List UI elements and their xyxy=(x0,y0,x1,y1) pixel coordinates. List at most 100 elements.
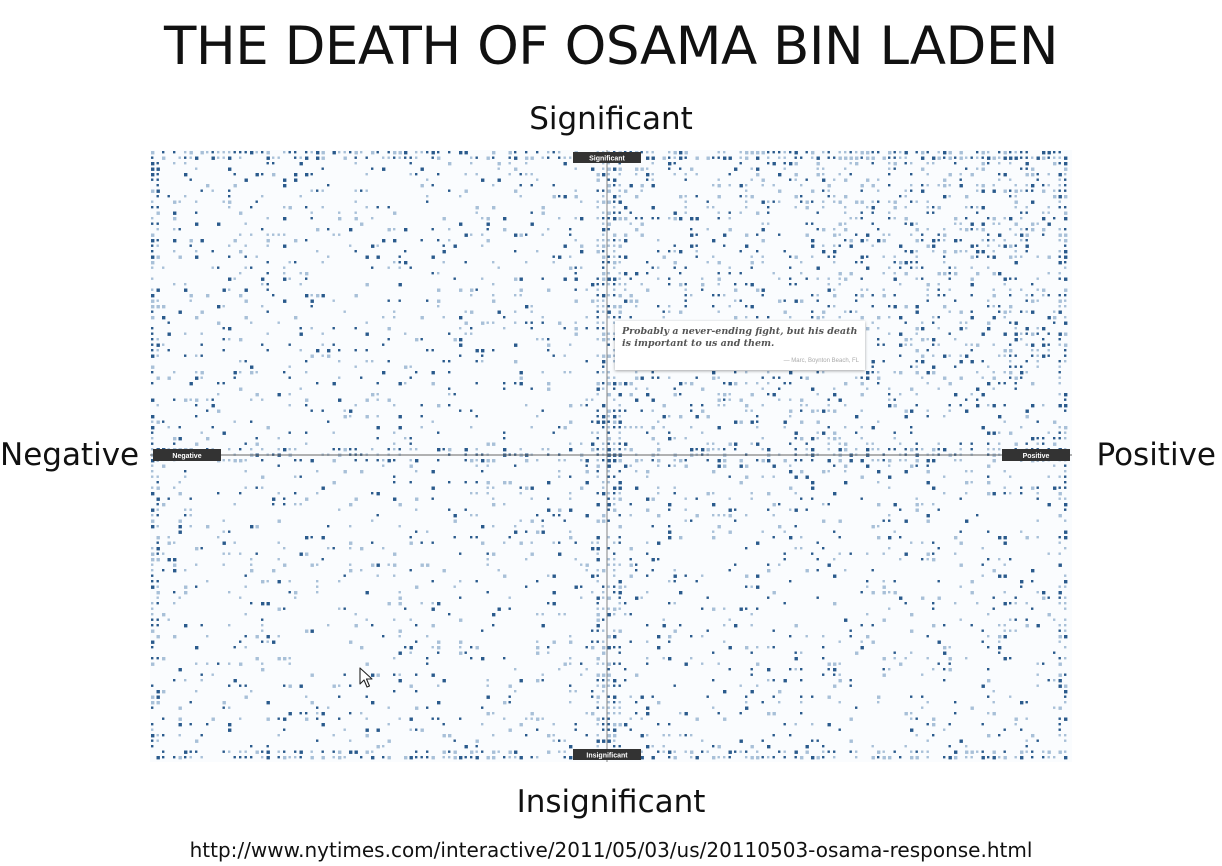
response-dot[interactable] xyxy=(959,327,963,331)
response-dot[interactable] xyxy=(904,712,908,716)
response-dot[interactable] xyxy=(459,640,463,644)
response-dot[interactable] xyxy=(470,750,474,754)
response-dot[interactable] xyxy=(470,492,473,495)
response-dot[interactable] xyxy=(855,299,858,302)
response-dot[interactable] xyxy=(871,151,874,154)
response-dot[interactable] xyxy=(1064,734,1067,737)
response-dot[interactable] xyxy=(613,321,616,324)
response-dot[interactable] xyxy=(728,442,732,446)
response-dot[interactable] xyxy=(431,580,434,583)
response-dot[interactable] xyxy=(228,189,231,192)
response-dot[interactable] xyxy=(442,448,445,451)
response-dot[interactable] xyxy=(893,217,896,220)
response-dot[interactable] xyxy=(415,624,418,627)
response-dot[interactable] xyxy=(1031,750,1034,753)
response-dot[interactable] xyxy=(591,695,594,698)
response-dot[interactable] xyxy=(596,420,600,424)
response-dot[interactable] xyxy=(805,448,808,451)
response-dot[interactable] xyxy=(448,228,451,231)
response-dot[interactable] xyxy=(970,173,974,177)
response-dot[interactable] xyxy=(613,723,617,727)
response-dot[interactable] xyxy=(778,690,782,694)
response-dot[interactable] xyxy=(981,239,984,242)
response-dot[interactable] xyxy=(266,151,270,155)
response-dot[interactable] xyxy=(321,354,324,357)
response-dot[interactable] xyxy=(970,277,974,281)
response-dot[interactable] xyxy=(849,739,853,743)
response-dot[interactable] xyxy=(1053,706,1056,709)
response-dot[interactable] xyxy=(987,244,990,247)
response-dot[interactable] xyxy=(338,360,341,363)
response-dot[interactable] xyxy=(789,415,792,418)
response-dot[interactable] xyxy=(1031,294,1034,297)
response-dot[interactable] xyxy=(893,261,896,264)
response-dot[interactable] xyxy=(492,206,496,210)
response-dot[interactable] xyxy=(613,195,617,199)
response-dot[interactable] xyxy=(976,272,980,276)
response-dot[interactable] xyxy=(1047,151,1051,155)
response-dot[interactable] xyxy=(998,354,1001,357)
response-dot[interactable] xyxy=(750,178,753,181)
response-dot[interactable] xyxy=(998,156,1001,159)
response-dot[interactable] xyxy=(668,250,671,253)
response-dot[interactable] xyxy=(613,382,617,386)
response-dot[interactable] xyxy=(965,250,968,253)
response-dot[interactable] xyxy=(756,442,760,446)
response-dot[interactable] xyxy=(596,206,599,209)
response-dot[interactable] xyxy=(167,536,170,539)
response-dot[interactable] xyxy=(200,189,203,192)
response-dot[interactable] xyxy=(464,756,467,759)
response-dot[interactable] xyxy=(959,222,962,225)
response-dot[interactable] xyxy=(849,173,852,176)
response-dot[interactable] xyxy=(1025,228,1028,231)
response-dot[interactable] xyxy=(827,288,831,292)
response-dot[interactable] xyxy=(635,596,639,600)
response-dot[interactable] xyxy=(618,305,622,309)
response-dot[interactable] xyxy=(200,371,204,375)
response-dot[interactable] xyxy=(761,184,764,187)
response-dot[interactable] xyxy=(338,376,341,379)
response-dot[interactable] xyxy=(789,151,792,154)
response-dot[interactable] xyxy=(250,206,253,209)
response-dot[interactable] xyxy=(860,475,864,479)
response-dot[interactable] xyxy=(327,228,330,231)
response-dot[interactable] xyxy=(1009,618,1012,621)
response-dot[interactable] xyxy=(354,156,357,159)
response-dot[interactable] xyxy=(937,283,940,286)
response-dot[interactable] xyxy=(987,613,990,616)
response-dot[interactable] xyxy=(794,508,798,512)
response-dot[interactable] xyxy=(987,679,991,683)
response-dot[interactable] xyxy=(261,486,264,489)
response-dot[interactable] xyxy=(607,239,610,242)
response-dot[interactable] xyxy=(222,305,225,308)
response-dot[interactable] xyxy=(800,404,803,407)
response-dot[interactable] xyxy=(1014,189,1018,193)
response-dot[interactable] xyxy=(459,316,463,320)
response-dot[interactable] xyxy=(624,679,627,682)
response-dot[interactable] xyxy=(305,360,308,363)
response-dot[interactable] xyxy=(1047,596,1050,599)
response-dot[interactable] xyxy=(151,261,155,265)
response-dot[interactable] xyxy=(937,442,940,445)
response-dot[interactable] xyxy=(734,382,738,386)
response-dot[interactable] xyxy=(800,536,803,539)
response-dot[interactable] xyxy=(591,442,595,446)
response-dot[interactable] xyxy=(1047,349,1050,352)
response-dot[interactable] xyxy=(552,354,555,357)
response-dot[interactable] xyxy=(261,475,265,479)
response-dot[interactable] xyxy=(371,519,374,522)
response-dot[interactable] xyxy=(387,266,390,269)
response-dot[interactable] xyxy=(998,442,1001,445)
response-dot[interactable] xyxy=(613,244,616,247)
response-dot[interactable] xyxy=(1031,437,1035,441)
response-dot[interactable] xyxy=(613,734,617,738)
response-dot[interactable] xyxy=(228,706,231,709)
response-dot[interactable] xyxy=(156,184,159,187)
response-dot[interactable] xyxy=(437,602,441,606)
response-dot[interactable] xyxy=(475,156,478,159)
response-dot[interactable] xyxy=(728,211,731,214)
response-dot[interactable] xyxy=(1031,184,1035,188)
response-dot[interactable] xyxy=(613,607,617,611)
response-dot[interactable] xyxy=(162,343,165,346)
response-dot[interactable] xyxy=(1047,294,1050,297)
